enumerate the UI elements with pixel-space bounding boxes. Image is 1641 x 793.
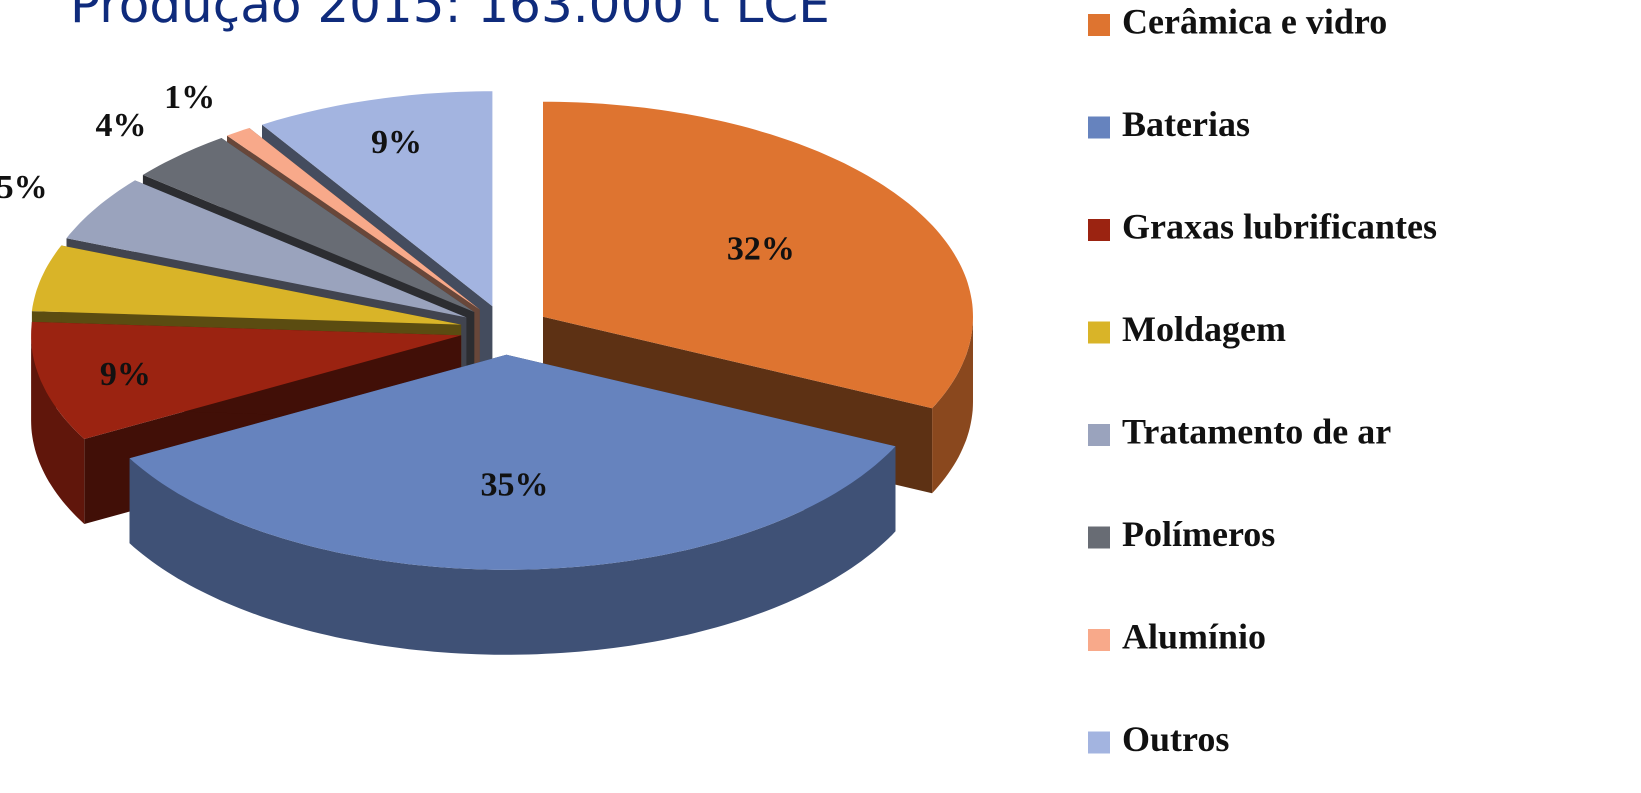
data-label: 9%	[371, 124, 422, 161]
data-label: 35%	[481, 467, 549, 504]
data-label: 1%	[164, 79, 215, 116]
legend-swatch	[1088, 629, 1110, 651]
legend-swatch	[1088, 14, 1110, 36]
slice-wall	[932, 316, 973, 494]
legend-swatch	[1088, 116, 1110, 139]
legend-swatch	[1088, 526, 1110, 549]
legend: Cerâmica e vidro Baterias Graxas lubrifica…	[1088, 1, 1437, 759]
slice	[262, 91, 493, 307]
slice	[129, 354, 896, 570]
legend-label: Moldagem	[1122, 309, 1286, 349]
slice	[66, 180, 467, 318]
slice	[31, 321, 462, 439]
legend-label: Baterias	[1122, 104, 1250, 144]
slice	[227, 128, 480, 310]
legend-label: Graxas lubrificantes	[1122, 206, 1437, 246]
legend-swatch	[1088, 424, 1110, 446]
legend-label: Tratamento de ar	[1122, 411, 1391, 451]
data-label: 9%	[100, 356, 151, 393]
legend-swatch	[1088, 219, 1110, 241]
data-label: 5%	[0, 169, 48, 206]
slice-wall	[31, 335, 85, 524]
legend-swatch	[1088, 731, 1110, 754]
legend-label: Outros	[1122, 719, 1229, 759]
pie: 32%35%9%5%5%4%1%9%	[0, 79, 973, 655]
slice	[543, 101, 973, 409]
legend-label: Polímeros	[1122, 514, 1275, 554]
data-label: 4%	[95, 107, 146, 144]
data-label: 32%	[727, 231, 795, 268]
chart-title: Produção 2015: 163.000 t LCE	[70, 0, 830, 34]
legend-swatch	[1088, 321, 1110, 344]
legend-label: Alumínio	[1122, 616, 1266, 656]
slice-wall	[129, 446, 896, 655]
slice	[142, 138, 475, 312]
slice	[31, 245, 462, 325]
legend-label: Cerâmica e vidro	[1122, 1, 1387, 41]
